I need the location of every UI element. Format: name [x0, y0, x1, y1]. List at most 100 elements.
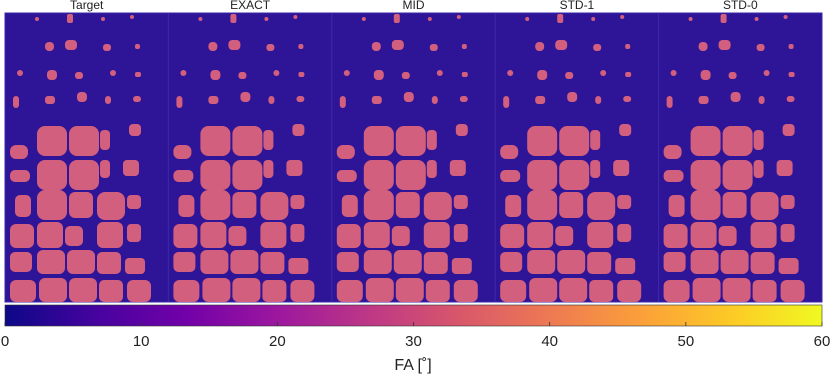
tissue-region	[290, 195, 305, 209]
x-tick-label: 30	[405, 333, 422, 350]
tissue-region	[298, 44, 304, 49]
tissue-region	[127, 195, 141, 209]
tissue-region	[395, 192, 420, 218]
tissue-region	[97, 252, 121, 274]
tissue-region	[500, 252, 523, 272]
tissue-region	[290, 280, 315, 302]
tissue-region	[202, 278, 231, 302]
panel-title: STD-0	[723, 0, 758, 12]
image-panel	[331, 12, 496, 303]
tissue-region	[67, 14, 73, 23]
tissue-region	[69, 160, 99, 190]
tissue-region	[722, 160, 753, 190]
tissue-region	[97, 192, 125, 220]
tissue-region	[173, 252, 196, 272]
tissue-region	[75, 72, 83, 79]
tissue-region	[293, 15, 298, 19]
tissue-region	[587, 192, 616, 220]
tissue-region	[393, 14, 400, 23]
tissue-region	[535, 96, 546, 104]
tissue-region	[395, 278, 424, 302]
tissue-region	[230, 250, 259, 274]
tissue-region	[459, 96, 468, 102]
tissue-region	[37, 160, 67, 190]
tissue-region	[617, 280, 642, 302]
tissue-region	[10, 252, 32, 272]
tissue-region	[776, 160, 793, 176]
tissue-region	[10, 145, 28, 159]
image-panels	[4, 12, 823, 303]
tissue-region	[100, 160, 110, 178]
tissue-region	[623, 96, 632, 102]
tissue-region	[135, 44, 140, 49]
tissue-region	[720, 250, 749, 274]
tissue-region	[391, 226, 410, 246]
tissue-region	[559, 278, 588, 302]
tissue-region	[555, 40, 568, 50]
tissue-region	[668, 195, 685, 217]
tissue-region	[10, 280, 36, 302]
panel-title: STD-1	[560, 0, 595, 12]
tissue-region	[537, 70, 548, 80]
tissue-region	[127, 224, 141, 242]
tissue-region	[780, 280, 805, 302]
tissue-region	[343, 70, 350, 76]
tissue-region	[15, 195, 31, 217]
tissue-region	[363, 126, 394, 156]
tissue-region	[587, 252, 612, 274]
tissue-region	[461, 44, 467, 49]
tissue-region	[133, 96, 141, 102]
tissue-region	[449, 160, 466, 176]
tissue-region	[718, 40, 731, 50]
tissue-region	[180, 70, 187, 76]
tissue-region	[363, 190, 394, 220]
tissue-region	[101, 17, 105, 21]
tissue-region	[782, 124, 795, 136]
tissue-region	[173, 145, 192, 159]
tissue-region	[565, 72, 574, 79]
tissue-region	[336, 252, 359, 272]
tissue-region	[105, 96, 111, 104]
tissue-region	[292, 124, 305, 136]
tissue-region	[395, 126, 426, 156]
tissue-region	[363, 222, 390, 248]
tissue-region	[266, 44, 275, 51]
tissue-region	[401, 72, 410, 79]
tissue-region	[200, 126, 231, 156]
tissue-region	[567, 92, 578, 102]
tissue-region	[750, 252, 775, 274]
tissue-region	[529, 278, 558, 302]
tissue-region	[663, 145, 682, 159]
tissue-region	[666, 96, 673, 108]
tissue-region	[722, 126, 753, 156]
tissue-region	[69, 126, 99, 156]
tissue-region	[129, 124, 141, 136]
tissue-region	[720, 14, 727, 23]
tissue-region	[361, 17, 366, 21]
tissue-region	[461, 72, 468, 77]
tissue-region	[589, 280, 614, 302]
tissue-region	[273, 70, 280, 76]
tissue-region	[505, 195, 522, 217]
tissue-region	[527, 126, 558, 156]
tissue-region	[240, 92, 251, 102]
tissue-region	[232, 278, 261, 302]
x-tick-label: 20	[269, 333, 286, 350]
tissue-region	[500, 170, 521, 182]
tissue-region	[763, 70, 770, 76]
tissue-region	[451, 258, 472, 274]
tissue-region	[587, 222, 614, 248]
x-tick-label: 50	[677, 333, 694, 350]
tissue-region	[663, 224, 688, 248]
tissue-region	[728, 72, 737, 79]
tissue-region	[176, 96, 183, 108]
tissue-region	[45, 42, 54, 51]
tissue-region	[232, 192, 257, 218]
tissue-region	[555, 226, 574, 246]
tissue-region	[232, 160, 263, 190]
tissue-region	[10, 170, 30, 182]
tissue-region	[600, 70, 607, 76]
tissue-region	[670, 70, 677, 76]
tissue-region	[590, 160, 601, 178]
tissue-region	[753, 160, 764, 178]
